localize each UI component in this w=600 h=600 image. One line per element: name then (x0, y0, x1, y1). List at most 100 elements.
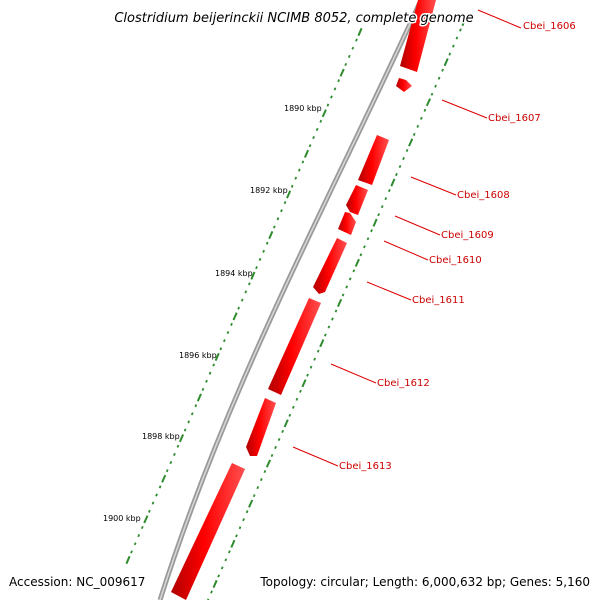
kbp-label: 1900 kbp (103, 514, 141, 523)
major-tick (125, 555, 131, 565)
minor-tick (359, 253, 363, 257)
gene-cbei-1610[interactable] (338, 212, 356, 235)
minor-tick (315, 127, 319, 132)
minor-tick (294, 176, 298, 180)
gene-label[interactable]: Cbei_1607 (488, 113, 541, 124)
major-tick (336, 298, 343, 308)
minor-tick (352, 269, 356, 273)
minor-tick (312, 136, 315, 140)
major-tick (443, 58, 449, 67)
minor-tick (277, 437, 281, 441)
minor-tick (333, 87, 337, 91)
minor-tick (309, 365, 313, 369)
minor-tick (355, 38, 358, 42)
minor-tick (276, 217, 280, 221)
gene-labels: Cbei_1606 Cbei_1607 Cbei_1608 Cbei_1609 … (339, 21, 576, 472)
gene-cbei-1612[interactable] (268, 298, 321, 395)
minor-tick (240, 298, 244, 302)
major-tick (425, 98, 432, 107)
minor-tick (288, 413, 292, 417)
gene-cbei-1608[interactable] (358, 135, 389, 185)
minor-tick (187, 420, 191, 424)
gene-label[interactable]: Cbei_1610 (429, 255, 482, 266)
gene-label[interactable]: Cbei_1608 (457, 190, 510, 201)
minor-tick (140, 525, 144, 530)
minor-tick (224, 558, 228, 562)
gene-label[interactable]: Cbei_1609 (441, 230, 494, 241)
major-tick (357, 27, 363, 37)
kbp-label: 1890 kbp (284, 104, 322, 113)
major-tick (286, 190, 292, 199)
minor-tick (384, 197, 388, 201)
minor-tick (259, 478, 263, 482)
minor-tick (173, 452, 176, 456)
minor-tick (201, 387, 205, 391)
minor-tick (194, 404, 198, 408)
minor-tick (441, 68, 445, 72)
minor-tick (301, 160, 305, 164)
gene-cbei-1613b[interactable] (171, 463, 245, 600)
minor-tick (208, 371, 212, 375)
minor-tick (227, 550, 231, 554)
minor-tick (222, 339, 226, 343)
major-tick (265, 459, 272, 468)
minor-tick (291, 405, 295, 409)
minor-tick (133, 542, 137, 546)
minor-tick (207, 598, 210, 600)
minor-tick (348, 277, 352, 281)
minor-tick (244, 290, 248, 294)
minor-tick (434, 84, 437, 88)
minor-tick (459, 28, 462, 32)
major-tick (268, 230, 274, 240)
genome-backbone-highlight (159, 0, 422, 600)
map-title: Clostridium beijerinckii NCIMB 8052, com… (114, 11, 473, 26)
minor-tick (212, 363, 216, 367)
gene-label[interactable]: Cbei_1613 (339, 461, 392, 472)
minor-tick (405, 148, 409, 152)
gene-cbei-1609[interactable] (346, 185, 368, 215)
major-tick (301, 379, 307, 388)
minor-tick (395, 172, 398, 177)
gene-label[interactable]: Cbei_1612 (377, 378, 430, 389)
minor-tick (306, 373, 309, 377)
gene-cbei-1611[interactable] (313, 238, 347, 294)
minor-tick (158, 485, 162, 489)
minor-tick (238, 526, 242, 530)
gene-cbei-1607[interactable] (396, 78, 412, 92)
minor-tick (387, 189, 391, 193)
major-tick (303, 149, 310, 158)
genome-summary-text: Topology: circular; Length: 6,000,632 bp… (259, 575, 590, 589)
minor-tick (437, 76, 441, 80)
leader-cbei-1613 (292, 446, 339, 467)
minor-tick (327, 325, 331, 329)
major-tick (408, 138, 414, 147)
minor-tick (245, 510, 249, 514)
minor-tick (270, 453, 274, 458)
leader-cbei-1608 (410, 176, 457, 196)
minor-tick (295, 397, 299, 401)
gene-label[interactable]: Cbei_1611 (412, 295, 465, 306)
major-tick (232, 312, 238, 321)
gene-label[interactable]: Cbei_1606 (523, 21, 576, 32)
minor-tick (363, 245, 366, 249)
minor-tick (274, 445, 277, 450)
minor-tick (258, 257, 262, 261)
minor-tick (148, 509, 151, 513)
minor-tick (262, 249, 266, 253)
minor-tick (347, 54, 351, 58)
gene-cbei-1606[interactable] (400, 0, 436, 72)
minor-tick (330, 95, 333, 99)
minor-tick (380, 205, 384, 209)
minor-tick (319, 119, 323, 123)
gene-cbei-1613a[interactable] (246, 398, 276, 456)
minor-tick (423, 108, 427, 112)
leader-cbei-1609 (394, 215, 441, 236)
minor-tick (412, 132, 416, 136)
minor-tick (402, 156, 405, 161)
leader-cbei-1607 (441, 99, 488, 119)
minor-tick (219, 347, 223, 351)
minor-tick (210, 590, 213, 594)
minor-tick (366, 237, 370, 241)
